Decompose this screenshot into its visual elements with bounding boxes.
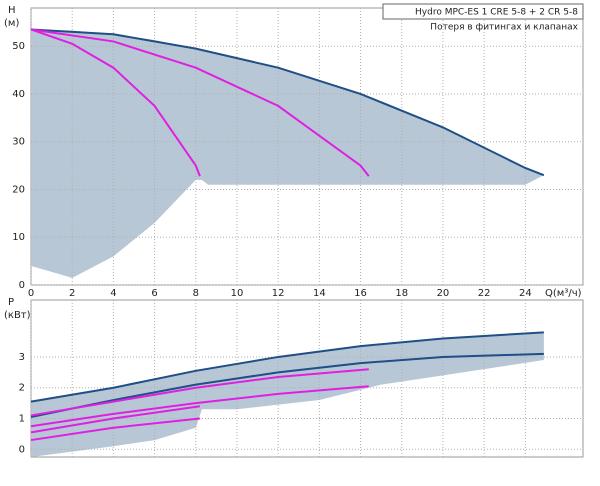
x-tick-label: 24 bbox=[519, 288, 532, 299]
curve bbox=[30, 352, 544, 418]
x-tick-label: 10 bbox=[231, 288, 244, 299]
curve bbox=[30, 385, 369, 428]
x-tick-label: 12 bbox=[272, 288, 285, 299]
curve bbox=[30, 405, 201, 434]
y-axis-unit: (м) bbox=[4, 18, 19, 29]
y-tick-label: 0 bbox=[19, 444, 25, 455]
operating-area bbox=[31, 29, 544, 278]
curve bbox=[30, 28, 370, 177]
x-tick-label: 6 bbox=[151, 288, 157, 299]
x-axis-label: Q(м³/ч) bbox=[545, 288, 582, 299]
x-tick-label: 2 bbox=[69, 288, 75, 299]
chart-title: Hydro MPC-ES 1 CRE 5-8 + 2 CR 5-8 bbox=[415, 8, 578, 18]
y-axis-label: P bbox=[8, 297, 14, 308]
y-tick-label: 20 bbox=[12, 184, 25, 195]
y-tick-label: 10 bbox=[12, 232, 25, 243]
x-tick-label: 4 bbox=[110, 288, 116, 299]
y-tick-label: 2 bbox=[19, 383, 25, 394]
x-tick-label: 20 bbox=[437, 288, 450, 299]
x-tick-label: 14 bbox=[313, 288, 326, 299]
x-tick-label: 22 bbox=[478, 288, 491, 299]
chart-subtitle: Потеря в фитингах и клапанах bbox=[430, 23, 578, 33]
x-tick-label: 18 bbox=[395, 288, 408, 299]
curve bbox=[30, 417, 201, 442]
title-box bbox=[382, 3, 584, 20]
x-tick-label: 8 bbox=[193, 288, 199, 299]
y-tick-label: 50 bbox=[12, 41, 25, 52]
y-tick-label: 0 bbox=[19, 280, 25, 291]
y-tick-label: 30 bbox=[12, 137, 25, 148]
y-axis-label: H bbox=[8, 5, 16, 16]
curve bbox=[30, 331, 544, 403]
operating-area bbox=[31, 332, 544, 457]
curve bbox=[30, 368, 369, 417]
curve bbox=[30, 28, 201, 177]
y-axis-unit: (кВт) bbox=[4, 310, 31, 321]
y-tick-label: 3 bbox=[19, 352, 25, 363]
y-tick-label: 40 bbox=[12, 89, 25, 100]
x-tick-label: 16 bbox=[354, 288, 367, 299]
curve bbox=[30, 28, 545, 177]
x-tick-label: 0 bbox=[28, 288, 34, 299]
y-tick-label: 1 bbox=[19, 414, 25, 425]
